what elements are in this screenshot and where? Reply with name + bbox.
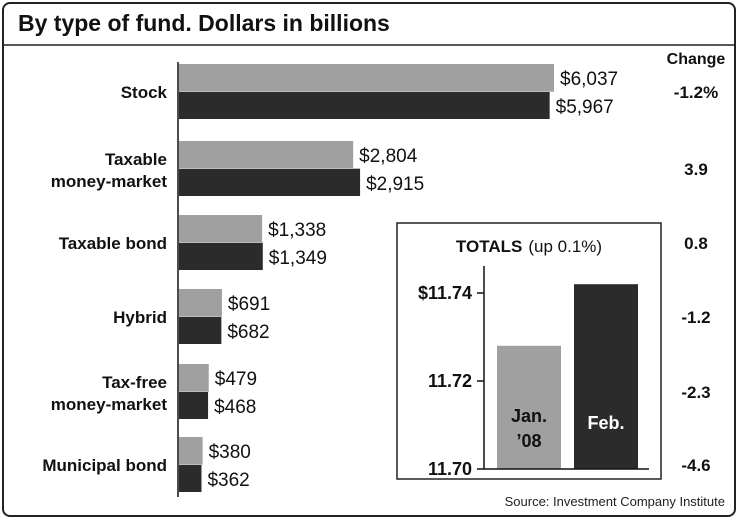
bar-jan: [179, 141, 354, 168]
change-value: 3.9: [684, 160, 708, 179]
category-label: Tax-free: [102, 373, 167, 392]
category-label: Municipal bond: [42, 456, 167, 475]
source-note: Source: Investment Company Institute: [505, 494, 725, 509]
totals-bar-label: ’08: [516, 431, 541, 451]
bar-feb: [179, 169, 361, 196]
totals-bar-label: Feb.: [587, 413, 624, 433]
value-label-feb: $2,915: [366, 174, 424, 195]
value-label-jan: $691: [228, 294, 270, 315]
totals-tick-label: 11.72: [428, 371, 472, 391]
bar-feb: [179, 317, 222, 344]
value-label-jan: $2,804: [359, 146, 418, 167]
totals-heading: TOTALS (up 0.1%): [456, 237, 602, 256]
totals-subtitle: (up 0.1%): [528, 237, 602, 256]
bar-feb: [179, 243, 263, 270]
bar-feb: [179, 465, 202, 492]
change-value: -1.2: [681, 308, 710, 327]
change-value: -1.2%: [674, 83, 718, 102]
bar-jan: [179, 437, 203, 464]
value-label-feb: $362: [207, 470, 249, 491]
bar-feb: [179, 392, 209, 419]
bar-jan: [179, 289, 222, 316]
totals-tick-label: 11.70: [428, 459, 472, 479]
bar-jan: [179, 64, 554, 91]
category-label: Taxable: [105, 150, 167, 169]
change-value: -2.3: [681, 383, 710, 402]
value-label-jan: $380: [209, 442, 251, 463]
totals-title: TOTALS: [456, 237, 522, 256]
chart-title: By type of fund. Dollars in billions: [18, 10, 390, 36]
totals-bar-label: Jan.: [511, 406, 547, 426]
value-label-feb: $1,349: [269, 248, 327, 269]
value-label-jan: $479: [215, 369, 257, 390]
value-label-jan: $1,338: [268, 220, 326, 241]
fund-assets-chart: By type of fund. Dollars in billions Cha…: [4, 10, 734, 509]
totals-tick-label: $11.74: [418, 283, 472, 303]
value-label-feb: $5,967: [556, 97, 614, 118]
bar-feb: [179, 92, 550, 119]
category-label: Stock: [121, 83, 168, 102]
value-label-jan: $6,037: [560, 69, 618, 90]
bars-layer: $6,037 $5,967 Stock -1.2% $2,804 $2,915 Taxabl…: [42, 64, 718, 492]
change-header: Change: [667, 51, 726, 68]
bar-jan: [179, 364, 209, 391]
category-label: money-market: [51, 172, 168, 191]
totals-bar: [574, 284, 638, 469]
change-value: 0.8: [684, 234, 708, 253]
change-value: -4.6: [681, 456, 710, 475]
bar-jan: [179, 215, 263, 242]
category-label: money-market: [51, 395, 168, 414]
totals-bars-layer: 11.70 11.72 $11.74 Jan. ’08 Feb.: [418, 266, 649, 479]
category-label: Hybrid: [113, 308, 167, 327]
totals-inset: TOTALS (up 0.1%) 11.70 11.72 $11.74 Jan. ’08 F…: [396, 222, 662, 480]
totals-bar: [497, 345, 561, 469]
value-label-feb: $468: [214, 397, 256, 418]
category-label: Taxable bond: [59, 234, 167, 253]
value-label-feb: $682: [227, 322, 269, 343]
